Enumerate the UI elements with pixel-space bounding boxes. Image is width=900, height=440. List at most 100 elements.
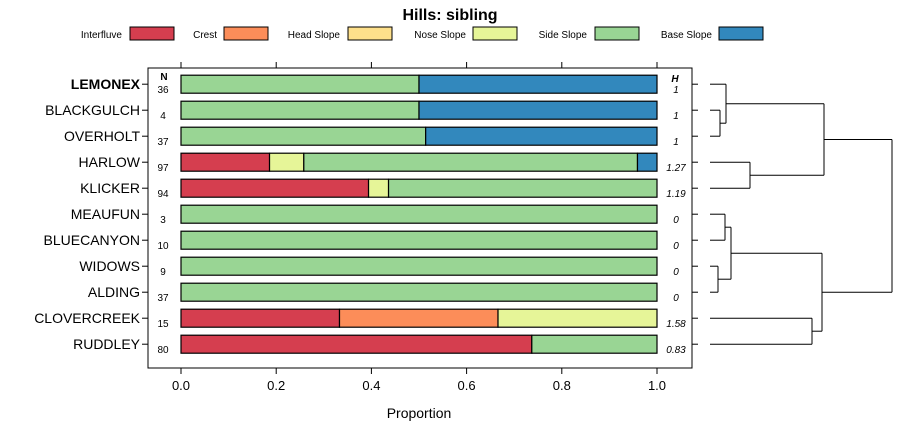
bar-row: BLUECANYON 10 0 (44, 230, 698, 252)
bar-segment (338, 308, 499, 328)
y-tick-label: MEAUFUN (71, 206, 140, 222)
bar-segment (387, 178, 658, 198)
y-tick-label: BLUECANYON (44, 232, 140, 248)
y-tick-label: BLACKGULCH (45, 102, 140, 118)
h-header: H (671, 74, 679, 85)
legend-swatch (129, 26, 175, 41)
n-value: 94 (157, 189, 169, 200)
n-value: 37 (157, 137, 169, 148)
dendrogram (710, 83, 893, 345)
y-tick-label: ALDING (88, 284, 140, 300)
bar-segment (180, 334, 533, 354)
legend: Interfluve Crest Head Slope Nose Slope Side … (81, 26, 764, 41)
chart-title: Hills: sibling (402, 7, 497, 24)
y-tick-label: KLICKER (80, 180, 140, 196)
bar-segment (180, 178, 370, 198)
h-value: 1.19 (666, 189, 686, 200)
bar-segment (180, 230, 658, 250)
legend-swatch (472, 26, 518, 41)
legend-swatch (718, 26, 764, 41)
bar-segment (636, 152, 658, 172)
h-value: 1 (673, 85, 679, 96)
bar-row: CLOVERCREEK 15 1.58 (34, 308, 698, 330)
bar-row: BLACKGULCH 4 1 (45, 100, 698, 122)
n-value: 15 (157, 319, 169, 330)
y-tick-label: CLOVERCREEK (34, 310, 140, 326)
y-tick-label: LEMONEX (71, 76, 141, 92)
bar-row: LEMONEX 36 1 (71, 74, 698, 96)
bar-segment (180, 256, 658, 276)
bar-segment (180, 204, 658, 224)
legend-item: Head Slope (288, 26, 393, 41)
n-header: N (160, 72, 167, 83)
bar-segment (268, 152, 305, 172)
bar-segment (418, 74, 658, 94)
bars: LEMONEX 36 1 BLACKGULCH 4 1 OVERHOLT 37 1 HARLOW 9… (34, 74, 698, 356)
legend-label: Interfluve (81, 30, 123, 41)
h-value: 1 (673, 137, 679, 148)
y-tick-label: HARLOW (79, 154, 141, 170)
plot-frame (147, 67, 693, 369)
legend-label: Base Slope (661, 30, 713, 41)
n-value: 97 (157, 163, 169, 174)
bar-segment (180, 282, 658, 302)
y-tick-label: OVERHOLT (64, 128, 140, 144)
legend-swatch (223, 26, 269, 41)
n-value: 37 (157, 293, 169, 304)
bar-row: MEAUFUN 3 0 (71, 204, 698, 226)
x-tick-label: 1.0 (648, 378, 666, 393)
n-value: 4 (160, 111, 166, 122)
legend-item: Base Slope (661, 26, 764, 41)
bar-segment (367, 178, 390, 198)
bar-segment (180, 100, 420, 120)
axes: 0.0 0.2 0.4 0.6 0.8 1.0 N H (147, 62, 693, 393)
bar-segment (180, 152, 271, 172)
n-value: 36 (157, 85, 169, 96)
bar-segment (425, 126, 658, 146)
bar-row: KLICKER 94 1.19 (80, 178, 698, 200)
h-value: 1 (673, 111, 679, 122)
legend-swatch (347, 26, 393, 41)
bar-row: RUDDLEY 80 0.83 (73, 334, 698, 356)
bar-segment (418, 100, 658, 120)
legend-item: Interfluve (81, 26, 175, 41)
bar-row: OVERHOLT 37 1 (64, 126, 698, 148)
bar-segment (180, 74, 420, 94)
x-axis-label: Proportion (387, 405, 452, 421)
h-value: 0 (673, 241, 679, 252)
x-tick-label: 0.0 (172, 378, 190, 393)
legend-item: Nose Slope (414, 26, 518, 41)
bar-segment (180, 126, 427, 146)
bar-segment (180, 308, 341, 328)
x-tick-label: 0.8 (553, 378, 571, 393)
y-tick-label: WIDOWS (79, 258, 140, 274)
legend-label: Nose Slope (414, 30, 466, 41)
legend-label: Crest (193, 30, 217, 41)
legend-swatch (594, 26, 640, 41)
legend-label: Head Slope (288, 30, 341, 41)
h-value: 1.27 (666, 163, 686, 174)
h-value: 0.83 (666, 345, 686, 356)
h-value: 1.58 (666, 319, 686, 330)
h-value: 0 (673, 215, 679, 226)
n-value: 80 (157, 345, 169, 356)
x-tick-label: 0.2 (267, 378, 285, 393)
y-tick-label: RUDDLEY (73, 336, 141, 352)
legend-item: Crest (193, 26, 269, 41)
bar-row: ALDING 37 0 (88, 282, 698, 304)
n-value: 9 (160, 267, 166, 278)
x-tick-label: 0.6 (458, 378, 476, 393)
bar-row: WIDOWS 9 0 (79, 256, 698, 278)
h-value: 0 (673, 267, 679, 278)
legend-item: Side Slope (539, 26, 640, 41)
x-tick-label: 0.4 (362, 378, 380, 393)
bar-segment (531, 334, 658, 354)
bar-segment (497, 308, 658, 328)
bar-segment (303, 152, 639, 172)
n-value: 3 (160, 215, 166, 226)
h-value: 0 (673, 293, 679, 304)
n-value: 10 (157, 241, 169, 252)
bar-row: HARLOW 97 1.27 (79, 152, 698, 174)
legend-label: Side Slope (539, 30, 588, 41)
